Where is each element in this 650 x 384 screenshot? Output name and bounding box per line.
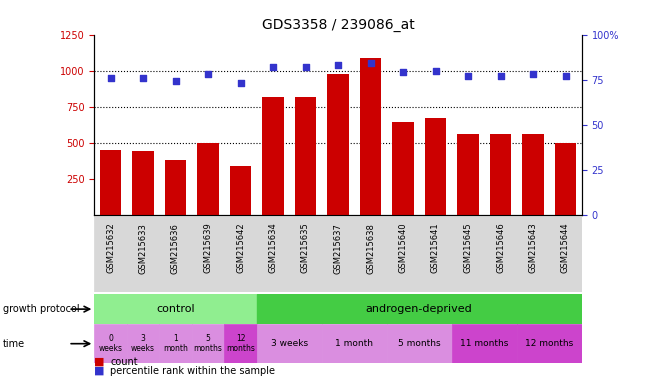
Bar [257,324,322,363]
Text: 12 months: 12 months [525,339,573,348]
Point [528,71,538,77]
Bar [224,324,257,363]
Bar [452,324,517,363]
Point [138,75,148,81]
Text: 1 month: 1 month [335,339,373,348]
Bar [165,160,186,215]
Bar [192,215,224,292]
Text: GSM215644: GSM215644 [561,223,570,273]
Text: GSM215641: GSM215641 [431,223,440,273]
Text: GSM215636: GSM215636 [171,223,180,273]
Text: 1
month: 1 month [163,334,188,353]
Bar [94,324,127,363]
Text: ■: ■ [94,357,105,367]
Point [268,64,278,70]
Bar [159,215,192,292]
Text: GSM215637: GSM215637 [333,223,343,273]
Bar [192,324,224,363]
Bar [263,97,283,215]
Point [105,75,116,81]
Text: GSM215632: GSM215632 [106,223,115,273]
Text: percentile rank within the sample: percentile rank within the sample [111,366,276,376]
Text: growth protocol: growth protocol [3,304,80,314]
Text: GSM215633: GSM215633 [138,223,148,273]
Text: GSM215640: GSM215640 [398,223,408,273]
Bar [100,150,121,215]
Text: androgen-deprived: androgen-deprived [366,304,473,314]
Point [463,73,473,79]
Text: 11 months: 11 months [460,339,508,348]
Bar [94,215,127,292]
Bar [517,324,582,363]
Text: GSM215643: GSM215643 [528,223,538,273]
Text: 3 weeks: 3 weeks [270,339,308,348]
Bar [295,97,316,215]
Text: ■: ■ [94,366,105,376]
Bar [387,215,419,292]
Point [300,64,311,70]
Bar [94,294,257,324]
Point [235,80,246,86]
Text: GSM215646: GSM215646 [496,223,505,273]
Bar [322,215,354,292]
Bar [322,324,387,363]
Bar [425,118,446,215]
Text: 5
months: 5 months [194,334,222,353]
Point [203,71,213,77]
Bar [393,122,413,215]
Bar [257,294,582,324]
Text: control: control [156,304,195,314]
Bar [458,134,478,215]
Bar [127,215,159,292]
Bar [484,215,517,292]
Bar [127,324,159,363]
Bar [523,134,543,215]
Text: 3
weeks: 3 weeks [131,334,155,353]
Text: GSM215638: GSM215638 [366,223,375,273]
Bar [354,215,387,292]
Text: 5 months: 5 months [398,339,441,348]
Point [398,70,408,76]
Point [495,73,506,79]
Bar [289,215,322,292]
Text: GSM215642: GSM215642 [236,223,245,273]
Bar [517,215,549,292]
Text: GSM215634: GSM215634 [268,223,278,273]
Text: GSM215645: GSM215645 [463,223,473,273]
Bar [419,215,452,292]
Bar [328,74,348,215]
Bar [549,215,582,292]
Text: count: count [111,357,138,367]
Bar [133,151,153,215]
Bar [555,143,576,215]
Bar [387,324,452,363]
Point [560,73,571,79]
Text: GSM215639: GSM215639 [203,223,213,273]
Bar [159,324,192,363]
Text: 0
weeks: 0 weeks [99,334,122,353]
Bar [198,143,218,215]
Bar [257,215,289,292]
Bar [490,134,511,215]
Bar [360,58,381,215]
Text: GSM215635: GSM215635 [301,223,310,273]
Bar [230,166,251,215]
Point [430,68,441,74]
Bar [452,215,484,292]
Title: GDS3358 / 239086_at: GDS3358 / 239086_at [261,18,415,32]
Point [333,62,343,68]
Point [170,78,181,84]
Bar [224,215,257,292]
Text: time: time [3,339,25,349]
Point [365,60,376,66]
Text: 12
months: 12 months [226,334,255,353]
